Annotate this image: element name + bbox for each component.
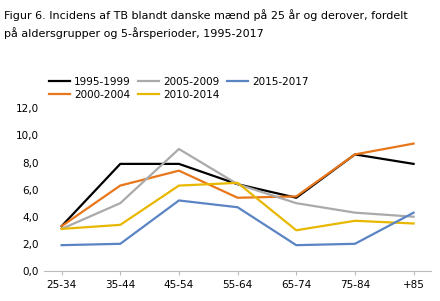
2000-2004 [352, 153, 358, 156]
2010-2014 [411, 222, 416, 225]
Line: 2005-2009: 2005-2009 [62, 149, 414, 229]
2005-2009 [411, 215, 416, 219]
Line: 2010-2014: 2010-2014 [62, 183, 414, 230]
2005-2009 [117, 201, 123, 205]
2010-2014 [59, 227, 64, 231]
2015-2017 [117, 242, 123, 246]
2005-2009 [293, 201, 299, 205]
2005-2009 [176, 147, 182, 151]
1995-1999 [117, 162, 123, 166]
2005-2009 [59, 227, 64, 231]
2005-2009 [352, 211, 358, 214]
2000-2004 [293, 195, 299, 198]
2010-2014 [117, 223, 123, 227]
2015-2017 [293, 243, 299, 247]
2015-2017 [352, 242, 358, 246]
2000-2004 [176, 169, 182, 172]
1995-1999 [352, 153, 358, 156]
1995-1999 [235, 182, 240, 186]
Text: på aldersgrupper og 5-årsperioder, 1995-2017: på aldersgrupper og 5-årsperioder, 1995-… [4, 27, 264, 39]
Line: 1995-1999: 1995-1999 [62, 154, 414, 226]
2005-2009 [235, 182, 240, 186]
2000-2004 [411, 142, 416, 145]
2000-2004 [235, 196, 240, 200]
2000-2004 [59, 225, 64, 228]
1995-1999 [411, 162, 416, 166]
1995-1999 [293, 196, 299, 200]
2015-2017 [235, 205, 240, 209]
2010-2014 [293, 228, 299, 232]
Text: Figur 6. Incidens af TB blandt danske mænd på 25 år og derover, fordelt: Figur 6. Incidens af TB blandt danske mæ… [4, 9, 408, 21]
1995-1999 [176, 162, 182, 166]
2015-2017 [411, 211, 416, 214]
2010-2014 [235, 181, 240, 185]
2000-2004 [117, 184, 123, 187]
Line: 2015-2017: 2015-2017 [62, 200, 414, 245]
Line: 2000-2004: 2000-2004 [62, 144, 414, 226]
2010-2014 [176, 184, 182, 187]
1995-1999 [59, 225, 64, 228]
Legend: 1995-1999, 2000-2004, 2005-2009, 2010-2014, 2015-2017: 1995-1999, 2000-2004, 2005-2009, 2010-20… [49, 77, 308, 100]
2015-2017 [176, 199, 182, 202]
2010-2014 [352, 219, 358, 223]
2015-2017 [59, 243, 64, 247]
